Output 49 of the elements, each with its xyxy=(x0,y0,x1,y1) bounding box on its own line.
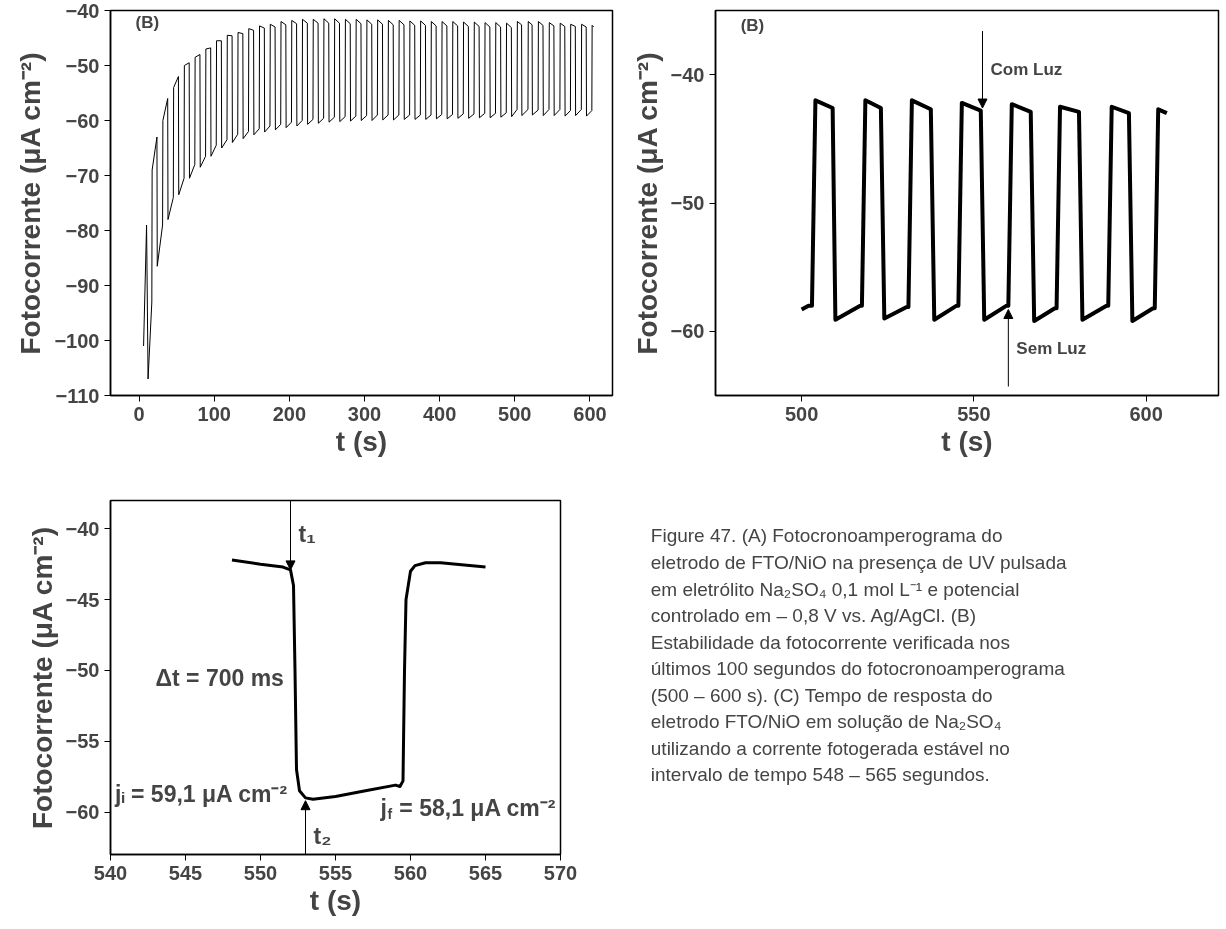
y-tick-label: −70 xyxy=(65,164,100,187)
annotation: Δt = 700 ms xyxy=(155,664,284,691)
x-tick-label: 545 xyxy=(168,861,203,884)
line-series xyxy=(799,98,1169,324)
x-tick-label: 200 xyxy=(272,402,307,425)
y-tick-label: −110 xyxy=(55,384,100,407)
x-tick-label: 560 xyxy=(393,861,428,884)
annotation: Com Luz xyxy=(990,60,1063,80)
text: Figure 47. (A) Fotocronoamperograma do eletrodo de FTO/NiO na presença de UV pulsada em eletrólito Na₂SO₄ 0,1 mol L⁻¹ e potencial controlado em – 0,8 V vs. Ag/AgCl. (B) Estabilidade da fotocorrente verificada nos últimos 100 segundos do fotocronoamperograma (500 – 600 s). (C) Tempo de resposta do eletrodo FTO/NiO em solução de Na₂SO₄ utilizando a corrente fotogerada estável no intervalo de tempo 548 – 565 segundos. xyxy=(650,525,1067,786)
x-axis-title: t (s) xyxy=(335,425,388,457)
y-tick-label: −80 xyxy=(65,219,100,242)
x-axis-title: t (s) xyxy=(941,425,993,457)
y-tick-label: −90 xyxy=(65,274,100,297)
y-axis-title: Fotocorrente (μA cm⁻²) xyxy=(15,52,47,355)
annotation: (B) xyxy=(740,16,765,36)
annotation: (B) xyxy=(135,12,160,32)
x-tick-label: 400 xyxy=(422,402,457,425)
x-tick-label: 600 xyxy=(573,402,607,425)
x-tick-label: 550 xyxy=(243,861,278,884)
annotation: jᵢ = 59,1 μA cm⁻² xyxy=(114,781,288,808)
x-tick-label: 300 xyxy=(347,402,382,425)
y-tick-label: −50 xyxy=(65,54,100,77)
x-tick-label: 0 xyxy=(133,402,145,425)
x-tick-label: 570 xyxy=(543,861,578,884)
x-tick-label: 500 xyxy=(498,402,532,425)
y-axis-title: Fotocorrente (μA cm⁻²) xyxy=(26,527,58,830)
x-axis-title: t (s) xyxy=(309,884,362,916)
x-tick-label: 565 xyxy=(468,861,503,884)
x-tick-label: 550 xyxy=(957,402,991,425)
annotation: t₂ xyxy=(313,823,332,850)
y-tick-label: −40 xyxy=(65,0,100,22)
y-tick-label: −55 xyxy=(65,730,100,753)
y-tick-label: −60 xyxy=(65,801,100,824)
x-tick-label: 100 xyxy=(197,402,231,425)
y-tick-label: −50 xyxy=(65,659,100,682)
y-tick-label: −100 xyxy=(54,329,100,352)
y-tick-label: −60 xyxy=(65,109,100,132)
y-tick-label: −40 xyxy=(65,517,100,540)
x-tick-label: 600 xyxy=(1129,402,1163,425)
x-tick-label: 500 xyxy=(784,402,819,425)
annotation: Sem Luz xyxy=(1016,338,1087,358)
y-axis-title: Fotocorrente (μA cm⁻²) xyxy=(631,52,663,355)
y-tick-label: −40 xyxy=(670,63,705,86)
annotation: t₁ xyxy=(298,521,316,548)
y-tick-label: −50 xyxy=(670,192,705,214)
y-tick-label: −60 xyxy=(670,320,705,343)
x-tick-label: 555 xyxy=(318,861,353,884)
x-tick-label: 540 xyxy=(93,861,128,884)
y-tick-label: −45 xyxy=(65,588,100,611)
